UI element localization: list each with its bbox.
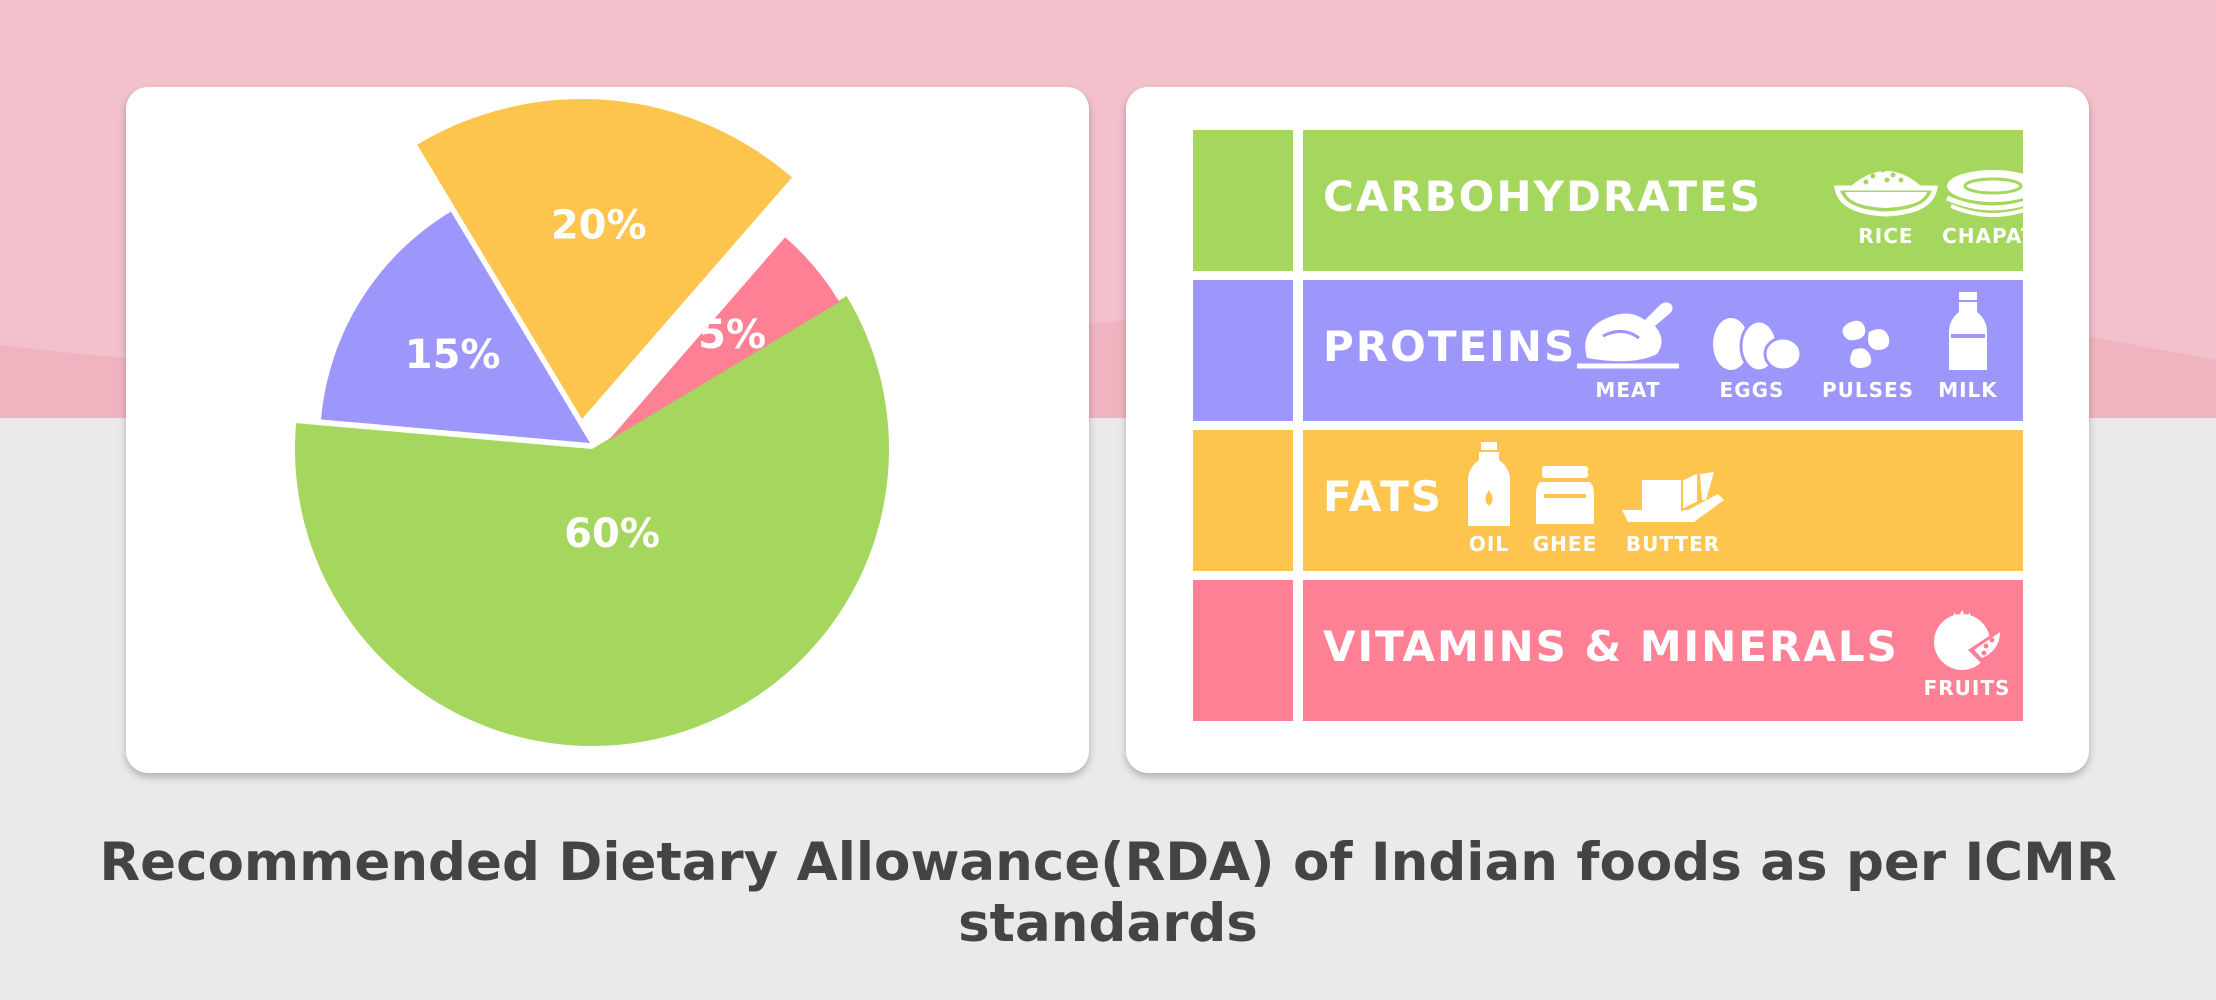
chapati-icon	[1946, 170, 2040, 217]
pie-slice	[608, 237, 840, 441]
pie-slice-label: 5%	[698, 312, 766, 358]
food-label: GHEE	[1532, 532, 1598, 556]
oil-bottle-icon	[1468, 442, 1510, 526]
food-pulses: PULSES	[1813, 310, 1923, 402]
food-butter: BUTTER	[1618, 470, 1728, 556]
pie-slice	[321, 211, 590, 443]
butter-icon	[1622, 470, 1724, 522]
row-bar	[1303, 580, 2023, 721]
food-fruits: FRUITS	[1912, 606, 2022, 700]
nutrient-row-carbohydrates: CARBOHYDRATES RICE CHAPATI	[1193, 130, 2043, 271]
nutrient-list-card: CARBOHYDRATES RICE CHAPATI PR	[1126, 87, 2089, 773]
nutrient-row-proteins: PROTEINS MEAT EGGS PULSES	[1193, 280, 2023, 421]
pie-slice-label: 60%	[564, 511, 660, 557]
ghee-jar-icon	[1536, 466, 1594, 524]
food-label: EGGS	[1719, 378, 1785, 402]
row-tab	[1193, 580, 1293, 721]
row-tab	[1193, 130, 1293, 271]
food-label: CHAPATI	[1942, 224, 2044, 248]
nutrient-name: VITAMINS & MINERALS	[1323, 622, 1899, 671]
pie-chart-card: 60% 15% 20% 5%	[126, 87, 1089, 773]
chicken-icon	[1577, 302, 1679, 369]
eggs-icon	[1713, 318, 1803, 373]
pie-chart: 60% 15% 20% 5%	[295, 99, 889, 746]
nutrient-name: FATS	[1323, 472, 1444, 521]
pie-slice-label: 20%	[551, 203, 647, 249]
nutrient-name: PROTEINS	[1323, 322, 1577, 371]
food-ghee: GHEE	[1510, 464, 1620, 556]
food-label: BUTTER	[1625, 532, 1721, 556]
pie-slice	[417, 99, 792, 419]
food-eggs: EGGS	[1697, 310, 1807, 402]
rice-bowl-icon	[1834, 167, 1938, 217]
pie-slice	[295, 296, 889, 746]
row-tab	[1193, 430, 1293, 571]
pomegranate-icon	[1934, 610, 2005, 670]
nutrient-name: CARBOHYDRATES	[1323, 172, 1762, 221]
food-label: FRUITS	[1923, 676, 2011, 700]
food-label: OIL	[1468, 532, 1510, 556]
food-meat: MEAT	[1573, 296, 1683, 402]
food-milk: MILK	[1913, 290, 2023, 402]
chart-caption: Recommended Dietary Allowance(RDA) of In…	[99, 832, 2117, 954]
nutrient-row-fats: FATS OIL GHEE BUTTER	[1193, 430, 2023, 571]
food-label: MILK	[1938, 378, 1998, 402]
food-label: RICE	[1858, 224, 1914, 248]
food-oil: OIL	[1434, 440, 1544, 556]
food-label: PULSES	[1821, 378, 1915, 402]
food-rice: RICE	[1831, 158, 1941, 248]
row-tab	[1193, 280, 1293, 421]
beans-icon	[1842, 320, 1890, 368]
nutrient-row-vitamins-minerals: VITAMINS & MINERALS FRUITS	[1193, 580, 2023, 721]
food-label: MEAT	[1595, 378, 1661, 402]
milk-bottle-icon	[1949, 292, 1987, 370]
pie-slice-label: 15%	[405, 332, 501, 378]
food-chapati: CHAPATI	[1938, 160, 2048, 248]
